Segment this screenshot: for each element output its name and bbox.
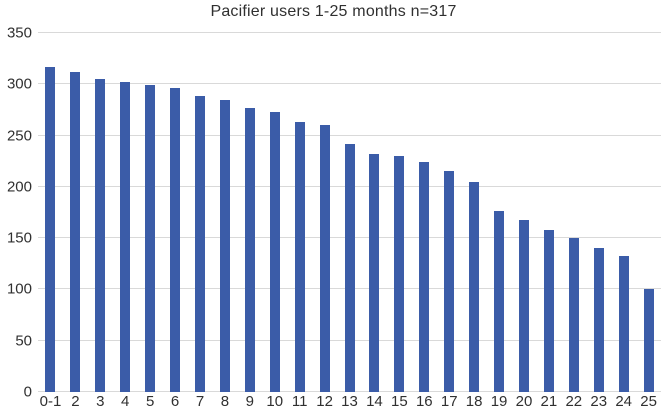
bar [120, 82, 131, 392]
x-tick-label: 24 [615, 393, 632, 410]
bar [494, 211, 505, 392]
x-tick-label: 5 [145, 393, 155, 410]
bar [469, 181, 480, 392]
bar [319, 125, 330, 392]
bar-slot [188, 33, 213, 392]
y-axis: 0 50 100 150 200 250 300 350 [0, 26, 32, 400]
bar-slot [437, 33, 462, 392]
x-tick-label: 9 [245, 393, 254, 410]
bar [593, 248, 604, 392]
x-tick-label: 10 [266, 393, 284, 410]
bar-slot [462, 33, 487, 392]
bar-slot [536, 33, 561, 392]
x-tick-label: 12 [316, 393, 333, 410]
gridline [38, 32, 661, 33]
plot-area [38, 32, 661, 392]
bar [419, 162, 430, 392]
bar-slot [611, 33, 636, 392]
bar [170, 88, 181, 392]
gridline [38, 134, 661, 136]
chart-title: Pacifier users 1-25 months n=317 [210, 3, 457, 20]
bar [618, 255, 629, 392]
bar-slot [337, 33, 362, 392]
bar [194, 95, 205, 392]
x-tick-label: 15 [391, 393, 408, 410]
y-tick-label: 250 [6, 127, 32, 145]
x-tick-label: 20 [515, 393, 533, 410]
bar-slot [636, 33, 661, 392]
x-tick-label: 19 [490, 393, 508, 410]
gridline [38, 83, 661, 85]
bar [444, 171, 455, 392]
y-tick-label: 150 [6, 229, 32, 247]
bar [344, 143, 355, 392]
bar-slot [512, 33, 537, 392]
bar [643, 289, 654, 392]
x-tick-label: 22 [565, 393, 583, 410]
x-tick-label: 17 [440, 393, 458, 410]
bar [568, 238, 579, 392]
bar-slot [88, 33, 113, 392]
x-tick-label: 3 [96, 393, 105, 410]
bar [244, 107, 255, 392]
bar [518, 219, 529, 392]
bar-slot [38, 33, 63, 392]
bar [219, 99, 230, 392]
bar [95, 79, 106, 392]
bar-slot [586, 33, 611, 392]
y-tick-label: 0 [23, 383, 32, 401]
x-tick-label: 21 [540, 393, 558, 410]
bar-series [38, 33, 661, 392]
y-tick-label: 350 [6, 24, 32, 42]
bar-slot [163, 33, 188, 392]
x-tick-label: 18 [465, 393, 483, 410]
x-tick-label: 11 [291, 393, 308, 410]
bar [294, 122, 305, 392]
bar [269, 111, 280, 392]
x-tick-label: 14 [366, 393, 383, 410]
x-tick-label: 2 [71, 393, 80, 410]
y-tick-label: 100 [6, 280, 32, 298]
bar-slot [487, 33, 512, 392]
bar-slot [63, 33, 88, 392]
x-tick-label: 23 [590, 393, 608, 410]
bar-slot [287, 33, 312, 392]
bar [369, 154, 380, 392]
y-tick-label: 50 [15, 332, 32, 350]
bar [394, 156, 405, 392]
bar-slot [312, 33, 337, 392]
bar-slot [138, 33, 163, 392]
bar-slot [113, 33, 138, 392]
y-tick-label: 300 [6, 75, 32, 93]
x-tick-label: 4 [121, 393, 130, 410]
x-tick-label: 7 [195, 393, 205, 410]
bar-slot [362, 33, 387, 392]
x-tick-label: 25 [640, 393, 657, 410]
bar [45, 66, 56, 392]
x-tick-label: 13 [341, 393, 358, 410]
bar [543, 229, 554, 392]
bar-slot [212, 33, 237, 392]
x-tick-label: 8 [220, 393, 230, 410]
bar-slot [237, 33, 262, 392]
y-tick-label: 200 [6, 178, 32, 196]
bar-slot [262, 33, 287, 392]
bar [70, 71, 81, 392]
bar-slot [387, 33, 412, 392]
x-tick-label: 16 [415, 393, 433, 410]
bar [145, 85, 156, 392]
bar-slot [412, 33, 437, 392]
x-tick-label: 0-1 [39, 393, 62, 410]
x-tick-label: 6 [170, 393, 180, 410]
bar-slot [561, 33, 586, 392]
x-axis: 0-1 2 3 4 5 6 7 8 9 10 11 12 13 14 15 16 17 18 19 20 21 22 23 2… [38, 394, 661, 409]
